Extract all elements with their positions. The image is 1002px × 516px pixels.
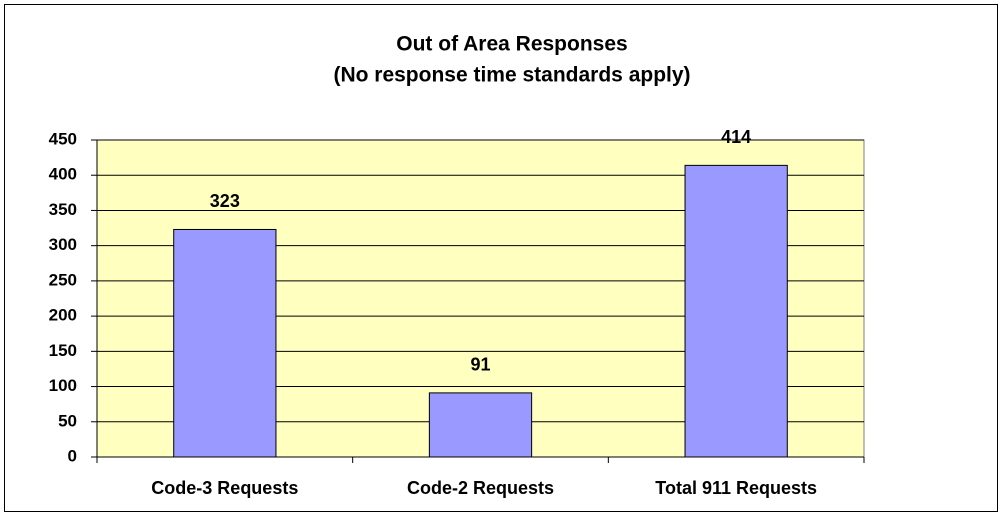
chart-title: Out of Area Responses [396,33,627,56]
y-tick-label: 150 [49,341,77,360]
y-tick-label: 400 [49,165,77,184]
bar [173,228,277,458]
x-tick-label: Code-3 Requests [151,478,298,498]
y-tick-label: 250 [49,270,77,289]
x-tick-label: Total 911 Requests [655,478,817,498]
data-label: 414 [721,127,751,147]
y-tick-label: 200 [49,306,77,325]
bar [428,392,533,458]
y-tick-label: 350 [49,200,77,219]
chart-subtitle: (No response time standards apply) [333,64,690,87]
data-label: 91 [470,355,490,375]
y-tick-label: 100 [49,376,77,395]
y-tick-label: 50 [58,411,77,430]
y-tick-label: 300 [49,235,77,254]
x-tick-label: Code-2 Requests [407,478,554,498]
data-label: 323 [210,191,240,211]
bar [684,164,788,458]
y-tick-label: 0 [68,446,77,465]
y-tick-label: 450 [49,129,77,148]
